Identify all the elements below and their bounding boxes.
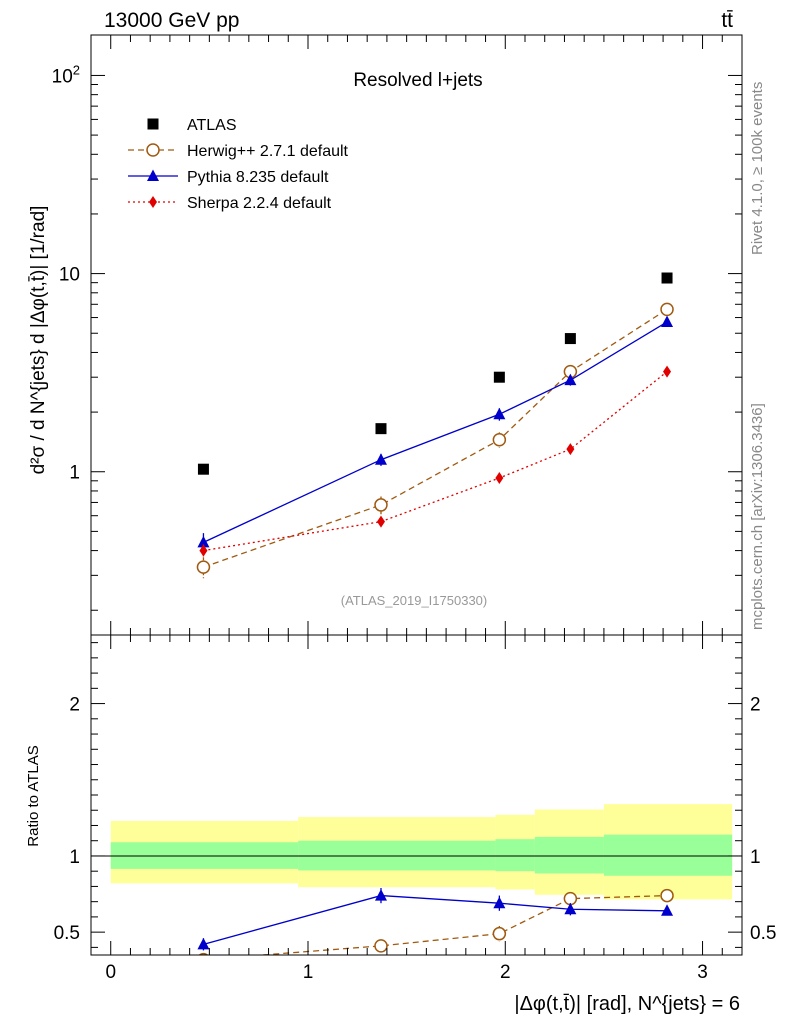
main-y-axis-label: d²σ / d N^{jets} d |Δφ(t,t̄)| [1/rad] <box>28 206 49 475</box>
x-axis-label: |Δφ(t,t̄)| [rad], N^{jets} = 6 <box>514 993 740 1015</box>
ratio-point-herwig <box>660 888 674 903</box>
main-point-pythia <box>564 373 577 386</box>
legend-label-atlas: ATLAS <box>187 117 237 134</box>
uncertainty-band-inner <box>495 839 535 872</box>
ratio-line-herwig <box>254 894 668 955</box>
ratio-point-pythia <box>374 889 387 901</box>
main-point-sherpa <box>199 544 208 557</box>
main-series-herwig <box>196 302 674 579</box>
ratio-y-tick-label-left: 1 <box>69 847 80 868</box>
ratio-point-pythia <box>197 937 210 950</box>
main-point-pythia <box>661 315 674 327</box>
ratio-frame <box>90 634 743 956</box>
legend-entry-herwig: Herwig++ 2.7.1 default <box>128 143 349 160</box>
main-point-atlas <box>661 272 673 284</box>
ratio-point-pythia <box>493 896 506 909</box>
x-tick-label: 2 <box>500 962 511 983</box>
legend-marker-sherpa <box>149 196 157 208</box>
legend-marker-herwig <box>146 143 160 157</box>
ratio-point-pythia <box>661 904 674 916</box>
x-tick-label: 0 <box>105 962 116 983</box>
main-point-atlas <box>375 423 387 435</box>
y-tick-label: 10 <box>59 265 80 286</box>
main-point-herwig <box>196 560 211 574</box>
uncertainty-band-inner <box>603 834 733 876</box>
ratio-series-herwig <box>198 888 674 955</box>
main-series-pythia <box>197 315 674 553</box>
ratio-line-pythia <box>203 894 668 945</box>
legend-entry-sherpa: Sherpa 2.2.4 default <box>128 195 332 212</box>
y-tick-label: 1 <box>69 463 80 484</box>
ratio-point-pythia <box>564 902 577 915</box>
uncertainty-band-inner <box>534 836 604 874</box>
ratio-y-tick-label-left: 2 <box>69 695 80 716</box>
main-point-pythia <box>493 407 506 420</box>
rivet-version-label: Rivet 4.1.0, ≥ 100k events <box>749 82 766 255</box>
legend-label-herwig: Herwig++ 2.7.1 default <box>187 143 349 160</box>
main-point-herwig <box>660 302 674 317</box>
y-tick-label: 102 <box>52 62 80 87</box>
main-title: Resolved l+jets <box>353 70 482 91</box>
legend-marker-pythia <box>147 169 159 181</box>
main-series-atlas <box>197 272 673 475</box>
legend: ATLAS Herwig++ 2.7.1 default Pythia 8.235 … <box>128 117 349 212</box>
x-tick-label: 1 <box>303 962 314 983</box>
main-point-sherpa <box>663 365 672 378</box>
main-series-sherpa <box>199 365 672 558</box>
legend-label-pythia: Pythia 8.235 default <box>187 169 329 186</box>
ratio-point-herwig <box>374 939 388 953</box>
ratio-y-tick-label-right: 1 <box>750 847 761 868</box>
main-point-sherpa <box>376 515 385 528</box>
main-point-atlas <box>197 463 209 475</box>
main-line-sherpa <box>203 371 668 552</box>
ratio-point-herwig <box>492 926 507 941</box>
main-point-herwig <box>374 498 388 512</box>
main-point-atlas <box>493 371 505 383</box>
legend-entry-pythia: Pythia 8.235 default <box>128 169 329 186</box>
legend-label-sherpa: Sherpa 2.2.4 default <box>187 195 332 212</box>
energy-label: 13000 GeV pp <box>104 9 239 32</box>
legend-marker-atlas <box>147 118 159 130</box>
main-point-pythia <box>197 535 210 548</box>
x-tick-label: 3 <box>697 962 708 983</box>
ratio-y-axis-label: Ratio to ATLAS <box>25 745 42 846</box>
main-point-sherpa <box>566 443 575 456</box>
ratio-y-tick-label-left: 0.5 <box>54 923 80 944</box>
ratio-y-tick-label-right: 0.5 <box>750 923 776 944</box>
main-point-herwig <box>492 433 507 447</box>
main-panel: 1 10 102 Resolved l+jets (ATLAS_2019_I1750… <box>28 34 743 636</box>
main-point-atlas <box>564 333 576 345</box>
main-point-pythia <box>374 453 387 465</box>
legend-entry-atlas: ATLAS <box>147 117 237 134</box>
process-label: tt̄ <box>721 9 733 32</box>
analysis-label: (ATLAS_2019_I1750330) <box>341 593 487 608</box>
main-point-sherpa <box>495 471 504 484</box>
ratio-panel: 0 1 2 3 0.5 0.5 1 1 2 2 Ratio to ATLAS |Δφ(t,t̄)|… <box>25 621 776 1015</box>
mcplots-label: mcplots.cern.ch [arXiv:1306.3436] <box>749 403 766 630</box>
ratio-series-pythia <box>197 887 674 951</box>
ratio-y-tick-label-right: 2 <box>750 695 761 716</box>
main-line-pythia <box>203 321 668 543</box>
